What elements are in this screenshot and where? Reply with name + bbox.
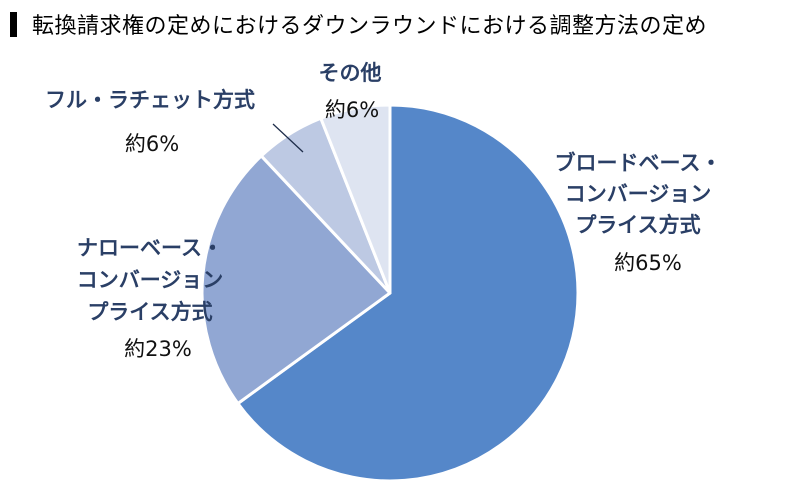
slice-label-2-line-3: プライス方式 [87,300,212,324]
title-marker [10,11,17,37]
slice-value-label-1: 約65% [614,251,682,275]
slice-label-3-line-1: フル・ラチェット方式 [45,88,255,112]
chart-title-bar: 転換請求権の定めにおけるダウンラウンドにおける調整方法の定め [10,9,707,39]
slice-label-4-line-1: その他 [319,61,382,85]
slice-label-1-line-1: ブロードベース・ [555,151,722,175]
slice-value-label-4: 約6% [325,98,379,122]
pie-slice-4 [319,103,392,295]
leader-line-3 [272,123,304,153]
pie-slice-2 [200,154,392,405]
slice-value-label-2: 約23% [124,337,192,361]
pie-slice-1 [236,103,580,483]
slice-label-2-line-1: ナローベース・ [77,236,223,260]
slice-value-label-3: 約6% [125,132,179,156]
slice-label-1-line-2: コンバージョン [565,182,712,206]
slice-label-1-line-3: プライス方式 [575,213,700,237]
slice-label-2-line-2: コンバージョン [77,268,224,292]
chart-title: 転換請求権の定めにおけるダウンラウンドにおける調整方法の定め [32,14,708,39]
